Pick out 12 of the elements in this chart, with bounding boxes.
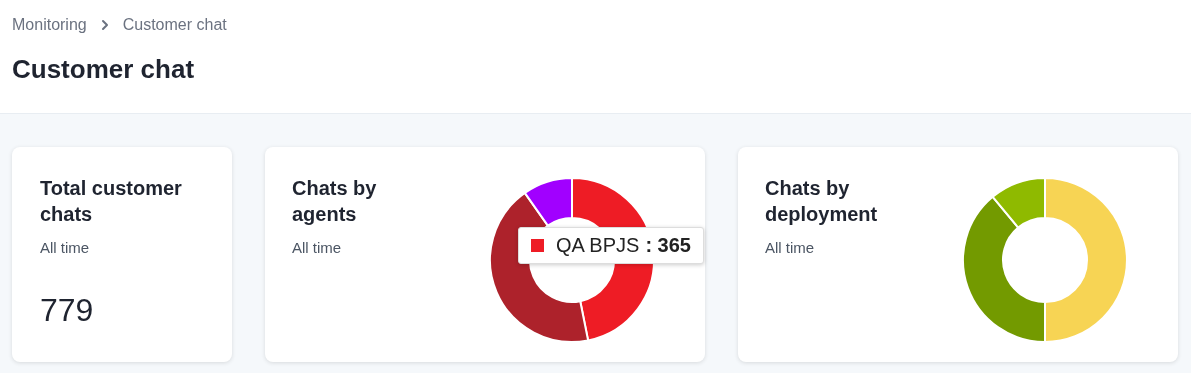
text: Chats by agents — [292, 176, 378, 227]
text: 779 — [40, 292, 94, 329]
text: All time — [292, 239, 342, 256]
text: Total customer chats — [40, 176, 183, 227]
text: Chats by deployment — [765, 176, 879, 227]
text: Customer chat — [122, 16, 227, 34]
data-label: : 365 — [645, 234, 691, 257]
text: All time — [765, 239, 815, 256]
text: All time — [40, 239, 90, 256]
text: Customer chat — [12, 54, 195, 85]
text: Monitoring — [12, 16, 87, 34]
legend-label: QA BPJS — [556, 234, 640, 257]
